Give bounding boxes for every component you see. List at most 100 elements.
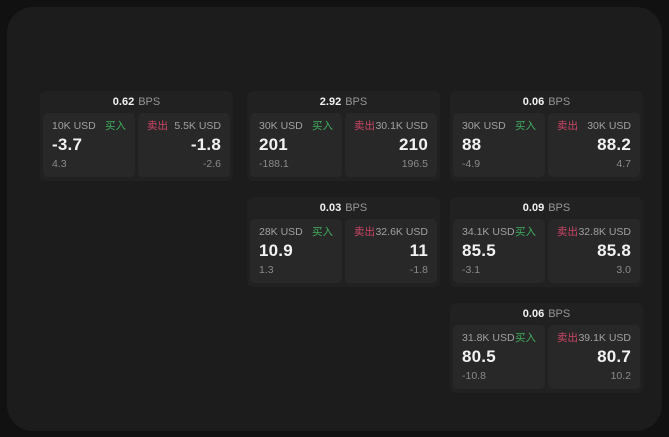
- bps-value: 0.62: [112, 96, 135, 108]
- buy-side-label: 买入: [105, 120, 126, 132]
- buy-side-label: 买入: [312, 120, 333, 132]
- buy-amount: 31.8K USD: [462, 332, 515, 344]
- buy-price: 201: [259, 135, 288, 154]
- buy-side-label: 买入: [515, 120, 536, 132]
- bps-unit-label: BPS: [138, 96, 161, 108]
- buy-amount: 30K USD: [259, 120, 303, 132]
- sell-side-label: 卖出: [557, 226, 578, 238]
- panels-row: 30K USD 买入 201 -188.1 卖出 30.1K USD 210 1…: [247, 113, 440, 177]
- buy-amount: 10K USD: [52, 120, 96, 132]
- buy-price: 88: [462, 135, 482, 154]
- sell-panel[interactable]: 卖出 32.6K USD 11 -1.8: [345, 219, 437, 283]
- sell-header-row: 卖出 39.1K USD: [557, 332, 631, 344]
- buy-change: -3.1: [462, 264, 481, 276]
- sell-price: 85.8: [597, 241, 631, 260]
- bps-header: 0.03 BPS: [247, 197, 440, 219]
- buy-panel[interactable]: 31.8K USD 买入 80.5 -10.8: [453, 325, 545, 389]
- buy-panel[interactable]: 10K USD 买入 -3.7 4.3: [43, 113, 135, 177]
- sell-header-row: 卖出 32.6K USD: [354, 226, 428, 238]
- buy-price: 85.5: [462, 241, 496, 260]
- buy-change: 1.3: [259, 264, 274, 276]
- sell-price: 88.2: [597, 135, 631, 154]
- buy-header-row: 10K USD 买入: [52, 120, 126, 132]
- quote-card: 2.92 BPS 30K USD 买入 201 -188.1 卖出 30.1K …: [247, 91, 440, 181]
- sell-header-row: 卖出 5.5K USD: [147, 120, 221, 132]
- sell-panel[interactable]: 卖出 39.1K USD 80.7 10.2: [548, 325, 640, 389]
- panels-row: 30K USD 买入 88 -4.9 卖出 30K USD 88.2 4.7: [450, 113, 643, 177]
- sell-price: 11: [409, 241, 428, 260]
- sell-amount: 30.1K USD: [375, 120, 428, 132]
- buy-change: -188.1: [259, 158, 289, 170]
- buy-side-label: 买入: [312, 226, 333, 238]
- quote-card: 0.06 BPS 31.8K USD 买入 80.5 -10.8 卖出 39.1…: [450, 303, 643, 393]
- sell-amount: 39.1K USD: [578, 332, 631, 344]
- panels-row: 34.1K USD 买入 85.5 -3.1 卖出 32.8K USD 85.8…: [450, 219, 643, 283]
- buy-amount: 34.1K USD: [462, 226, 515, 238]
- sell-panel[interactable]: 卖出 32.8K USD 85.8 3.0: [548, 219, 640, 283]
- bps-unit-label: BPS: [345, 96, 368, 108]
- bps-value: 0.06: [522, 308, 545, 320]
- buy-header-row: 30K USD 买入: [259, 120, 333, 132]
- bps-value: 2.92: [319, 96, 342, 108]
- buy-header-row: 30K USD 买入: [462, 120, 536, 132]
- buy-header-row: 31.8K USD 买入: [462, 332, 536, 344]
- bps-value: 0.09: [522, 202, 545, 214]
- bps-unit-label: BPS: [548, 96, 571, 108]
- sell-panel[interactable]: 卖出 30K USD 88.2 4.7: [548, 113, 640, 177]
- buy-change: -10.8: [462, 370, 486, 382]
- buy-price: -3.7: [52, 135, 83, 154]
- sell-side-label: 卖出: [354, 120, 375, 132]
- sell-change: -1.8: [409, 264, 428, 276]
- sell-change: 196.5: [401, 158, 428, 170]
- bps-header: 2.92 BPS: [247, 91, 440, 113]
- buy-side-label: 买入: [515, 332, 536, 344]
- buy-panel[interactable]: 34.1K USD 买入 85.5 -3.1: [453, 219, 545, 283]
- buy-side-label: 买入: [515, 226, 536, 238]
- sell-amount: 30K USD: [587, 120, 631, 132]
- sell-amount: 5.5K USD: [174, 120, 221, 132]
- panels-row: 10K USD 买入 -3.7 4.3 卖出 5.5K USD -1.8 -2.…: [40, 113, 233, 177]
- sell-price: 210: [399, 135, 428, 154]
- bps-header: 0.62 BPS: [40, 91, 233, 113]
- buy-panel[interactable]: 28K USD 买入 10.9 1.3: [250, 219, 342, 283]
- sell-amount: 32.8K USD: [578, 226, 631, 238]
- buy-price: 10.9: [259, 241, 293, 260]
- bps-header: 0.06 BPS: [450, 303, 643, 325]
- panels-row: 31.8K USD 买入 80.5 -10.8 卖出 39.1K USD 80.…: [450, 325, 643, 389]
- bps-value: 0.06: [522, 96, 545, 108]
- bps-unit-label: BPS: [345, 202, 368, 214]
- bps-unit-label: BPS: [548, 202, 571, 214]
- quote-card: 0.06 BPS 30K USD 买入 88 -4.9 卖出 30K USD: [450, 91, 643, 181]
- sell-header-row: 卖出 30K USD: [557, 120, 631, 132]
- sell-price: 80.7: [597, 347, 631, 366]
- quote-card: 0.09 BPS 34.1K USD 买入 85.5 -3.1 卖出 32.8K…: [450, 197, 643, 287]
- sell-change: 3.0: [616, 264, 631, 276]
- sell-header-row: 卖出 32.8K USD: [557, 226, 631, 238]
- buy-panel[interactable]: 30K USD 买入 88 -4.9: [453, 113, 545, 177]
- sell-panel[interactable]: 卖出 5.5K USD -1.8 -2.6: [138, 113, 230, 177]
- sell-side-label: 卖出: [147, 120, 168, 132]
- sell-change: 10.2: [610, 370, 631, 382]
- buy-header-row: 28K USD 买入: [259, 226, 333, 238]
- sell-amount: 32.6K USD: [375, 226, 428, 238]
- bps-value: 0.03: [319, 202, 342, 214]
- buy-amount: 30K USD: [462, 120, 506, 132]
- panels-row: 28K USD 买入 10.9 1.3 卖出 32.6K USD 11 -1.8: [247, 219, 440, 283]
- buy-amount: 28K USD: [259, 226, 303, 238]
- buy-panel[interactable]: 30K USD 买入 201 -188.1: [250, 113, 342, 177]
- buy-change: 4.3: [52, 158, 67, 170]
- app-window: 0.62 BPS 10K USD 买入 -3.7 4.3 卖出 5.5K USD: [7, 7, 662, 431]
- buy-change: -4.9: [462, 158, 481, 170]
- sell-panel[interactable]: 卖出 30.1K USD 210 196.5: [345, 113, 437, 177]
- sell-change: -2.6: [202, 158, 221, 170]
- buy-price: 80.5: [462, 347, 496, 366]
- sell-side-label: 卖出: [557, 332, 578, 344]
- sell-side-label: 卖出: [354, 226, 375, 238]
- bps-unit-label: BPS: [548, 308, 571, 320]
- bps-header: 0.09 BPS: [450, 197, 643, 219]
- sell-price: -1.8: [190, 135, 221, 154]
- bps-header: 0.06 BPS: [450, 91, 643, 113]
- sell-change: 4.7: [616, 158, 631, 170]
- quote-card: 0.62 BPS 10K USD 买入 -3.7 4.3 卖出 5.5K USD: [40, 91, 233, 181]
